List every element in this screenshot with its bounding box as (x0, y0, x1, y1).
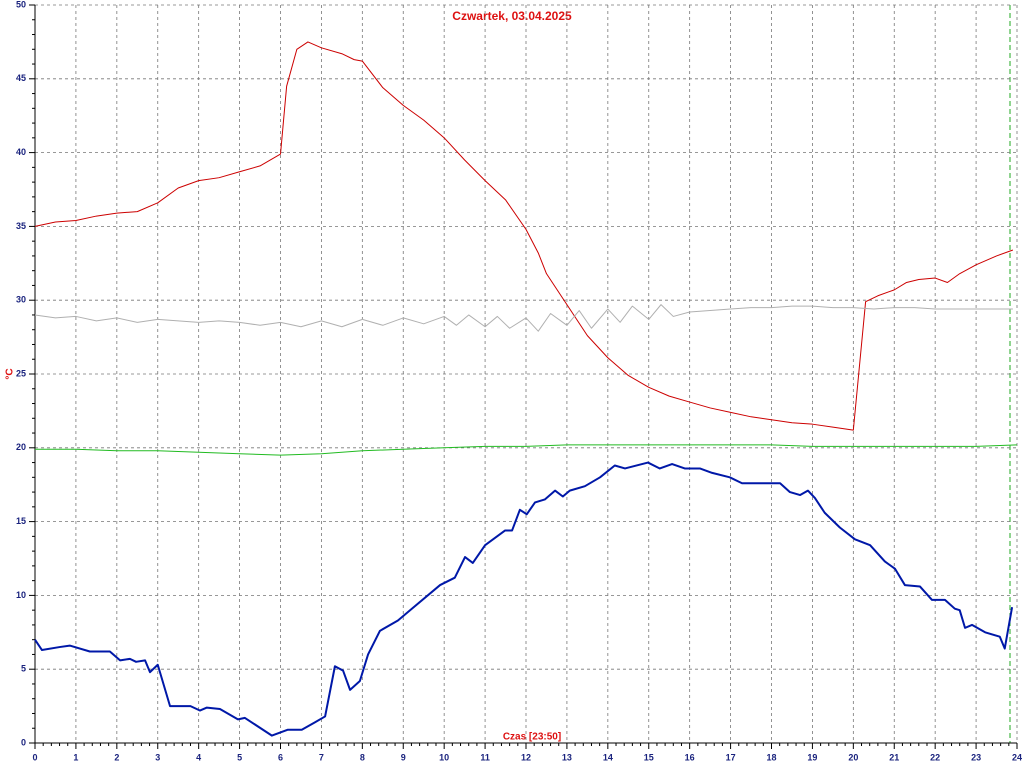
x-tick-label: 2 (114, 752, 119, 762)
x-tick-label: 18 (766, 752, 776, 762)
x-axis-label: Czas [23:50] (503, 732, 561, 743)
y-axis-label: °C (5, 368, 16, 379)
chart-title: Czwartek, 03.04.2025 (452, 9, 572, 23)
x-tick-label: 6 (278, 752, 283, 762)
y-tick-label: 45 (16, 73, 26, 83)
y-tick-label: 0 (21, 737, 26, 747)
y-tick-label: 30 (16, 295, 26, 305)
x-tick-label: 9 (401, 752, 406, 762)
y-tick-label: 50 (16, 0, 26, 9)
series-line (34, 461, 1014, 737)
series-line (34, 304, 1013, 332)
x-tick-label: 10 (439, 752, 449, 762)
x-tick-label: 7 (319, 752, 324, 762)
x-tick-label: 12 (521, 752, 531, 762)
x-tick-label: 22 (930, 752, 940, 762)
x-tick-label: 14 (603, 752, 613, 762)
x-tick-label: 3 (155, 752, 160, 762)
x-tick-label: 1 (73, 752, 78, 762)
y-tick-label: 10 (16, 590, 26, 600)
x-tick-label: 17 (726, 752, 736, 762)
y-tick-label: 35 (16, 221, 26, 231)
y-tick-label: 40 (16, 147, 26, 157)
x-tick-label: 11 (480, 752, 490, 762)
x-tick-label: 15 (644, 752, 654, 762)
y-tick-label: 5 (21, 664, 26, 674)
series-line (35, 444, 1018, 456)
x-tick-label: 23 (971, 752, 981, 762)
x-tick-label: 13 (562, 752, 572, 762)
x-tick-label: 0 (32, 752, 37, 762)
x-tick-label: 21 (889, 752, 899, 762)
x-tick-label: 20 (848, 752, 858, 762)
y-tick-label: 25 (16, 368, 26, 378)
x-tick-label: 19 (807, 752, 817, 762)
x-tick-label: 16 (685, 752, 695, 762)
x-tick-label: 8 (360, 752, 365, 762)
series-line (34, 41, 1014, 431)
y-tick-label: 20 (16, 442, 26, 452)
x-tick-label: 5 (237, 752, 242, 762)
x-tick-label: 24 (1012, 752, 1022, 762)
y-tick-label: 15 (16, 516, 26, 526)
x-tick-label: 4 (196, 752, 201, 762)
